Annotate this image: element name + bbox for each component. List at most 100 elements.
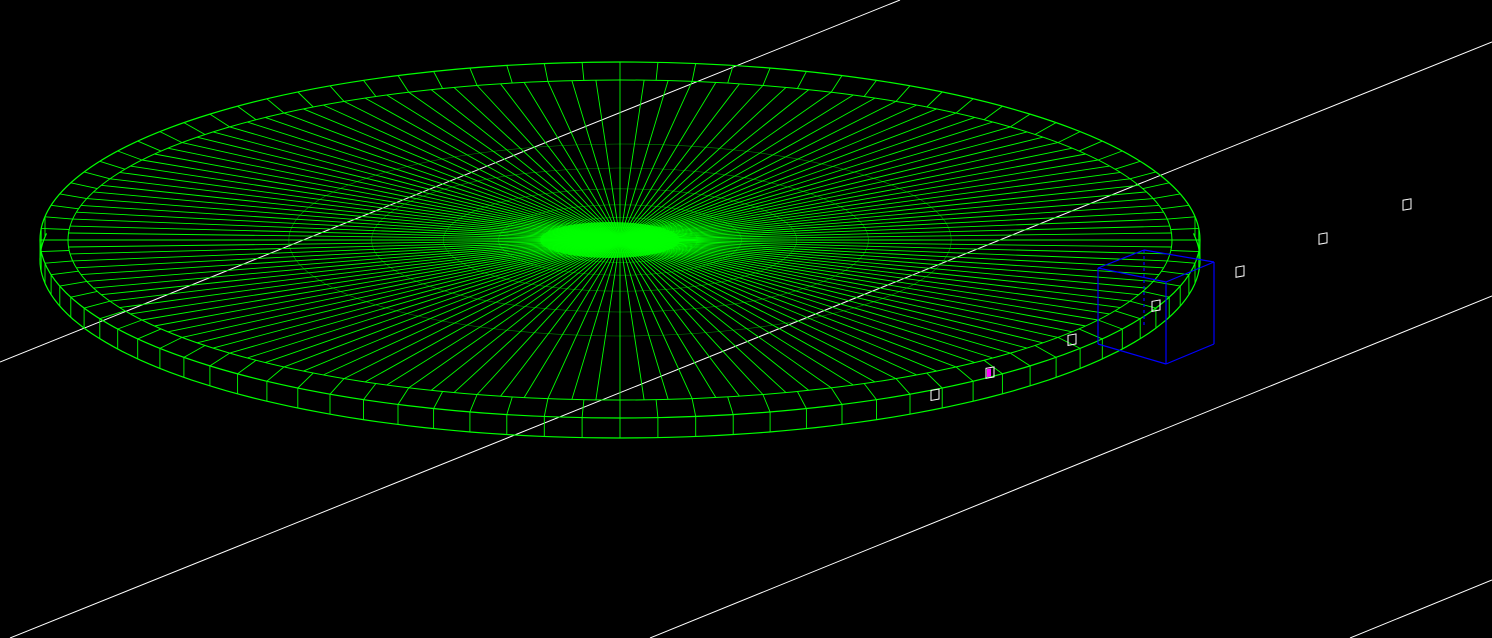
disk-spoke	[619, 142, 1058, 241]
disk-spoke	[595, 80, 621, 241]
marker-square	[1318, 232, 1328, 245]
disk-rim-segment	[830, 387, 843, 405]
disk-spoke	[547, 239, 621, 399]
disk-rim-segment	[297, 372, 314, 389]
disk-rim-segment	[543, 63, 549, 82]
disk-spoke	[619, 239, 917, 376]
disk-spoke	[86, 198, 621, 241]
disk-spoke	[212, 131, 621, 241]
disk-spoke	[595, 239, 621, 400]
disk-spoke	[86, 239, 621, 282]
guide-line	[1349, 579, 1492, 638]
disk-rim-segment	[433, 391, 443, 409]
disk-rim-segment	[397, 75, 410, 93]
disk-spoke	[265, 116, 621, 241]
disk-spoke	[343, 100, 621, 241]
disk-rim-segment	[830, 75, 843, 93]
disk-rim-segment	[863, 80, 877, 97]
disk-rim-segment	[655, 62, 659, 81]
disk-spoke	[619, 85, 764, 241]
disk-spoke	[119, 239, 621, 309]
disk-rim-segment	[983, 105, 1003, 121]
disk-spoke	[619, 239, 994, 359]
disk-spoke	[343, 239, 621, 380]
disk-spoke	[93, 191, 621, 241]
disk-rim-segment	[506, 65, 513, 84]
marker	[985, 366, 995, 379]
disk-spoke	[619, 184, 1139, 241]
disk-spoke	[364, 97, 621, 241]
disk-spoke	[619, 239, 740, 397]
disk-spoke	[619, 239, 1058, 338]
disk-spoke	[619, 204, 1159, 241]
disk-spoke	[323, 239, 621, 376]
disk-rim-segment	[1010, 113, 1031, 128]
disk-spoke	[430, 89, 621, 241]
disk-rim-segment	[137, 140, 162, 152]
disk-rim-segment	[70, 182, 98, 190]
disk-spoke	[619, 239, 1131, 302]
disk-spoke	[619, 239, 832, 389]
disk-rim-segment	[955, 366, 974, 382]
disk-rim-segment	[237, 359, 257, 375]
disk-spoke	[619, 83, 740, 241]
disk-spoke	[619, 239, 1154, 282]
disk-spoke	[68, 239, 621, 248]
wireframe-disk[interactable]	[39, 61, 1201, 439]
disk-rim-segment	[1153, 193, 1181, 200]
disk-spoke	[364, 239, 621, 383]
disk-rim-segment	[266, 366, 285, 382]
disk-spoke	[619, 239, 1028, 349]
box-edge	[1097, 343, 1167, 365]
box-edge	[1143, 249, 1215, 263]
disk-rim-segment	[59, 193, 87, 200]
marker-square	[1151, 299, 1161, 312]
disk-spoke	[619, 239, 1086, 327]
disk-rim-segment	[1097, 150, 1123, 161]
disk-spoke	[283, 112, 621, 241]
disk-rim-segment	[691, 398, 697, 417]
disk-spoke	[619, 116, 975, 241]
disk-rim-segment	[926, 372, 943, 389]
disk-rim-segment	[209, 352, 230, 367]
wireframe-box[interactable]	[1097, 249, 1215, 365]
disk-rim-segment	[655, 399, 659, 418]
disk-spoke	[619, 239, 645, 400]
disk-rim-segment	[433, 71, 443, 89]
disk-rim-segment	[1097, 319, 1123, 330]
disk-spoke	[619, 239, 1172, 248]
disk-spoke	[386, 94, 621, 241]
marker-square	[1402, 198, 1412, 211]
disk-rim-segment	[1142, 290, 1170, 298]
disk-rim-segment	[237, 105, 257, 121]
disk-rim-segment	[51, 204, 79, 210]
disk-spoke	[619, 239, 975, 364]
disk-spoke	[72, 239, 621, 262]
disk-rim-segment	[1034, 122, 1057, 135]
disk-rim-segment	[117, 150, 143, 161]
disk-spoke	[212, 239, 621, 349]
disk-rim-segment	[863, 383, 877, 400]
marker-square	[1235, 265, 1245, 278]
disk-spoke	[430, 239, 621, 391]
disk-bottom-rim	[39, 233, 1201, 439]
disk-spoke	[182, 239, 621, 338]
disk-spoke	[141, 159, 621, 241]
disk-spoke	[619, 108, 937, 241]
disk-rim-segment	[397, 387, 410, 405]
marker-square	[930, 388, 940, 402]
disk-spoke	[619, 153, 1086, 241]
disk-rim-segment	[727, 396, 734, 415]
disk-spoke	[619, 82, 717, 241]
disk-spoke	[154, 239, 621, 327]
disk-spoke	[619, 104, 917, 241]
disk-rim-segment	[506, 396, 513, 415]
disk-spoke	[619, 239, 1168, 262]
marker-highlight	[987, 368, 991, 378]
disk-rim-segment	[1129, 171, 1157, 180]
disk-rim-segment	[1142, 182, 1170, 190]
disk-spoke	[619, 225, 1170, 241]
disk-spoke	[619, 147, 1073, 241]
